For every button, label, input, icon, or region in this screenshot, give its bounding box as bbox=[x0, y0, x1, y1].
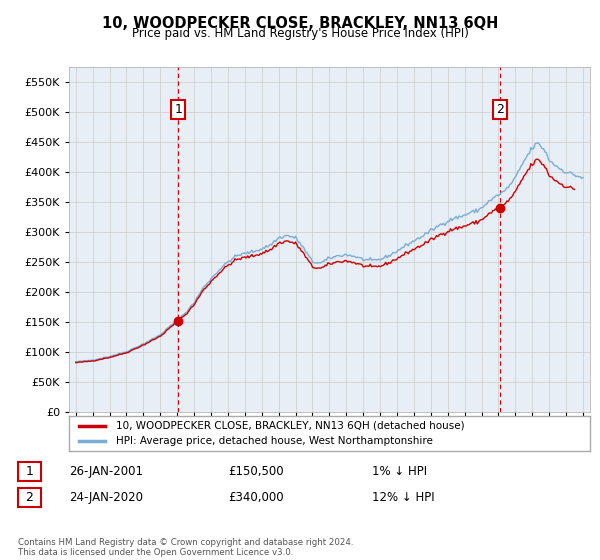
Text: 1% ↓ HPI: 1% ↓ HPI bbox=[372, 465, 427, 478]
Text: Price paid vs. HM Land Registry's House Price Index (HPI): Price paid vs. HM Land Registry's House … bbox=[131, 27, 469, 40]
Text: Contains HM Land Registry data © Crown copyright and database right 2024.
This d: Contains HM Land Registry data © Crown c… bbox=[18, 538, 353, 557]
Text: £340,000: £340,000 bbox=[228, 491, 284, 504]
Text: 10, WOODPECKER CLOSE, BRACKLEY, NN13 6QH (detached house): 10, WOODPECKER CLOSE, BRACKLEY, NN13 6QH… bbox=[116, 421, 464, 431]
Text: 12% ↓ HPI: 12% ↓ HPI bbox=[372, 491, 434, 504]
Text: 26-JAN-2001: 26-JAN-2001 bbox=[69, 465, 143, 478]
Text: 1: 1 bbox=[25, 465, 34, 478]
Text: 24-JAN-2020: 24-JAN-2020 bbox=[69, 491, 143, 504]
Text: 2: 2 bbox=[496, 102, 503, 115]
Text: £150,500: £150,500 bbox=[228, 465, 284, 478]
Text: 2: 2 bbox=[25, 491, 34, 504]
Text: 1: 1 bbox=[175, 102, 182, 115]
Text: HPI: Average price, detached house, West Northamptonshire: HPI: Average price, detached house, West… bbox=[116, 436, 433, 446]
Text: 10, WOODPECKER CLOSE, BRACKLEY, NN13 6QH: 10, WOODPECKER CLOSE, BRACKLEY, NN13 6QH bbox=[102, 16, 498, 31]
